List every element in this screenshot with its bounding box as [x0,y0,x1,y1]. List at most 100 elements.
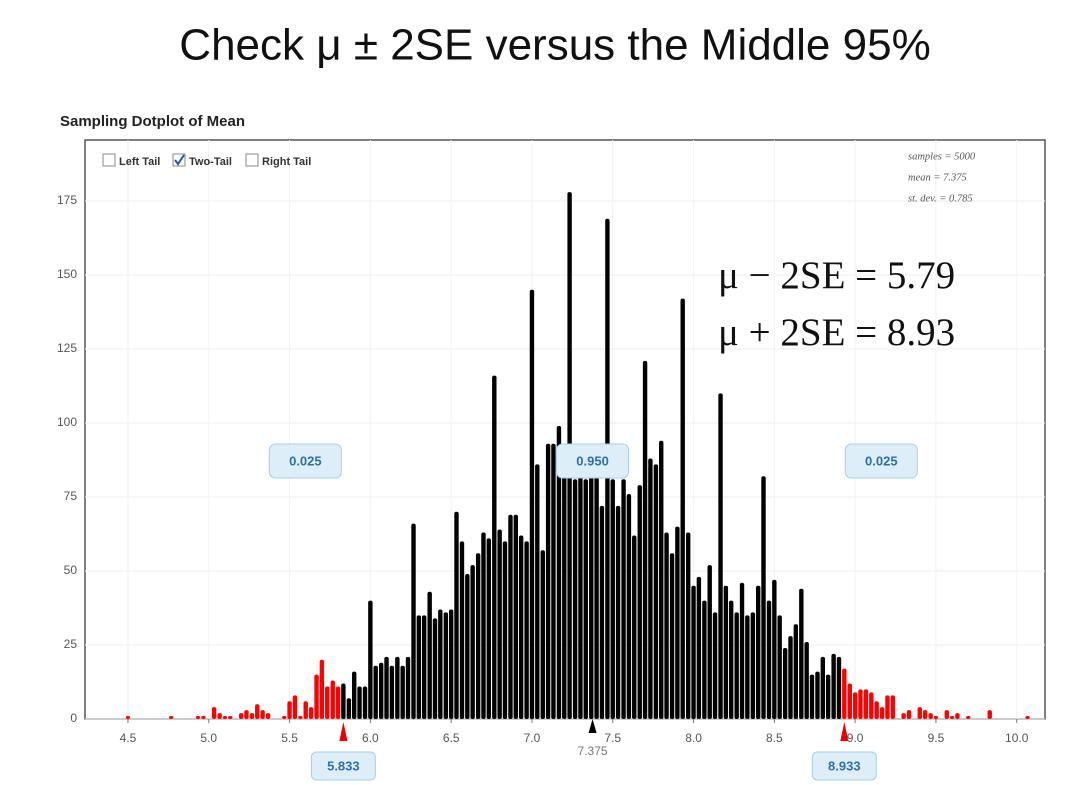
dot-stack [513,514,518,719]
checkbox[interactable] [245,153,259,167]
dot-stack [901,713,906,719]
dot-stack [707,565,712,719]
dot-stack [562,467,567,719]
dot-stack [869,692,874,719]
dot-stack [820,656,826,719]
dot-stack [325,686,330,719]
dot-stack [858,689,863,719]
dot-stack [395,656,400,719]
dot-stack [400,665,405,719]
grid [85,140,1045,720]
checkbox-label[interactable]: Left Tail [119,156,160,168]
dot-stack [470,565,475,719]
proportion-box [268,443,342,479]
dot-stack [906,710,912,719]
dot-stack [421,615,427,719]
dot-stack [341,683,346,719]
dot-stack [669,553,675,719]
dot-stack [255,704,260,719]
dot-stack [885,695,890,719]
dot-stack [217,713,222,719]
dot-stack [777,615,782,719]
dot-stack [739,582,745,719]
checkbox[interactable] [102,153,116,167]
dot-stack [502,541,508,719]
dot-stack [314,674,319,719]
dot-stack [222,716,228,719]
dot-stack [125,716,131,719]
dot-stack [454,511,459,719]
dot-stack [782,647,788,719]
dot-stack [723,585,729,719]
dot-stack [389,665,395,719]
x-tick-label: 6.0 [362,731,379,745]
dot-stack [411,523,416,719]
dot-stack [201,716,206,719]
dot-stack [416,615,422,719]
dot-stack [497,529,502,719]
dot-stack [831,653,836,719]
dot-stack [966,716,971,719]
x-tick-label: 7.5 [604,731,621,745]
bars [125,192,1030,720]
dot-stack [659,440,664,719]
dot-stack [766,600,772,719]
dot-stack [346,698,352,719]
dot-stack [804,642,809,719]
dot-stack [308,707,314,719]
dot-stack [384,656,389,719]
cutoff-label: 8.933 [828,758,861,773]
dot-stack [244,710,249,719]
dot-stack [330,680,335,719]
checkmark [174,154,185,166]
checkbox-label[interactable]: Two-Tail [189,156,232,168]
y-tick-label: 100 [57,415,77,429]
dot-stack [335,686,341,719]
dot-stack [589,461,594,719]
dot-stack [481,532,486,719]
annotation: μ − 2SE = 5.79 [718,254,955,297]
dot-stack [443,612,449,719]
cutoff-label: 5.833 [327,758,360,773]
dot-stack [438,609,443,719]
dot-stack [917,707,922,719]
dot-stack [728,600,734,719]
dot-stack [836,656,842,719]
dot-stack [847,683,853,719]
dot-stack [610,479,615,719]
dot-stack [680,298,685,719]
x-tick-label: 5.5 [281,731,298,745]
x-tick-label: 5.0 [200,731,217,745]
proportion-box [556,443,630,479]
annotation: μ + 2SE = 8.93 [718,311,955,354]
x-tick-label: 9.0 [847,731,864,745]
chart-title: Sampling Dotplot of Mean [60,113,245,130]
y-tick-label: 75 [64,489,78,503]
slide-title: Check μ ± 2SE versus the Middle 95% [179,21,930,70]
dot-stack [825,674,831,719]
dot-stack [842,668,847,719]
dot-stack [486,538,492,719]
y-tick-label: 125 [57,341,77,355]
proportion-box [844,443,918,479]
dot-stack [928,713,933,719]
y-tick-label: 150 [57,267,77,281]
dot-stack [1025,716,1030,719]
mean-label: 7.375 [578,744,608,758]
y-tick-label: 175 [57,193,77,207]
dot-stack [799,588,804,719]
dot-stack [583,479,588,719]
dot-stack [475,553,481,719]
checkbox-label[interactable]: Right Tail [262,156,311,168]
dot-stack [632,535,637,719]
dot-stack [551,443,556,719]
dot-stack [432,618,438,719]
dot-stack [949,716,955,719]
dot-stack [793,624,799,719]
dot-stack [211,707,217,719]
dot-stack [594,458,599,719]
dot-stack [540,550,545,719]
proportion-label: 0.025 [289,453,322,468]
